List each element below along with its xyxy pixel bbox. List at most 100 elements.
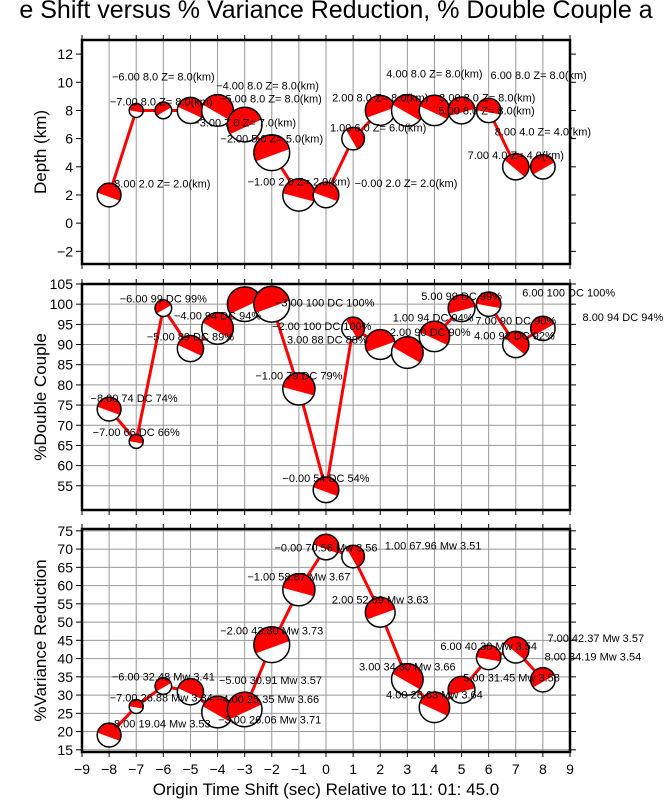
beachball-compression <box>365 329 396 357</box>
beachball-outline <box>418 691 451 724</box>
beachball-marker <box>418 691 451 724</box>
y-tick-label: 4 <box>65 159 73 175</box>
beachball-compression <box>530 154 556 179</box>
beachball-outline <box>128 102 144 119</box>
beachball-marker <box>529 666 556 693</box>
beachball-marker <box>96 182 122 208</box>
x-tick-label: −2 <box>264 761 280 777</box>
beachball-marker <box>128 102 144 119</box>
x-tick-label: 9 <box>566 761 574 777</box>
x-axis-label: Origin Time Shift (sec) Relative to 11: … <box>153 780 499 799</box>
beachball-compression <box>97 397 122 419</box>
beachball-marker <box>341 544 366 569</box>
beachball-outline <box>447 96 476 125</box>
beachball-marker <box>154 299 173 318</box>
beachball-compression <box>155 299 172 317</box>
beachball-outline <box>364 596 396 628</box>
beachball-compression <box>365 597 396 625</box>
beachball-outline <box>96 396 122 422</box>
beachball-compression <box>476 291 501 311</box>
beachball-marker <box>501 330 530 359</box>
data-label: 8.00 34.19 Mw 3.54 <box>545 651 642 663</box>
beachball-marker <box>364 596 396 628</box>
beachball-compression <box>391 94 424 127</box>
beachball-marker <box>201 93 235 127</box>
beachball-compression <box>313 182 339 206</box>
beachball-outline <box>253 285 291 323</box>
y-tick-label: 105 <box>50 276 74 292</box>
y-tick-label: 65 <box>57 559 73 575</box>
x-tick-label: −8 <box>101 761 117 777</box>
beachball-marker <box>96 396 122 422</box>
x-tick-label: 8 <box>539 761 547 777</box>
data-label: 6.00 40.30 Mw 3.54 <box>440 641 537 653</box>
data-label: 5.00 31.45 Mw 3.58 <box>463 673 560 685</box>
beachball-outline <box>475 291 502 318</box>
beachball-marker <box>201 695 235 729</box>
y-tick-label: 15 <box>57 742 73 758</box>
data-label: −5.00 89 DC 89% <box>147 332 234 344</box>
beachball-compression <box>448 294 475 318</box>
beachball-compression <box>177 97 204 124</box>
y-tick-label: 12 <box>57 46 73 62</box>
data-label: −4.00 8.0 Z= 8.0(km) <box>216 80 319 92</box>
beachball-compression <box>502 153 529 180</box>
data-label: −3.00 100 DC 100% <box>275 297 375 309</box>
y-tick-label: −2 <box>57 243 73 259</box>
y-tick-label: 75 <box>57 397 73 413</box>
beachball-compression <box>476 645 501 664</box>
beachball-outline <box>341 316 366 341</box>
beachball-marker <box>418 320 451 353</box>
beachball-outline <box>201 93 235 127</box>
beachball-marker <box>253 626 291 664</box>
data-label: −4.00 25.35 Mw 3.66 <box>216 694 319 706</box>
beachball-outline <box>529 315 556 342</box>
beachball-outline <box>475 644 502 671</box>
y-tick-label: 35 <box>57 669 73 685</box>
data-label: −1.00 79 DC 79% <box>255 371 342 383</box>
data-label: −7.00 66 DC 66% <box>93 427 180 439</box>
x-tick-label: −6 <box>155 761 171 777</box>
beachball-compression <box>97 723 122 745</box>
data-label: 6.00 8.0 Z= 8.0(km) <box>491 70 587 82</box>
y-tick-label: 20 <box>57 724 73 740</box>
data-label: 2.00 8.0 Z= 8.0(km) <box>332 93 428 105</box>
beachball-marker <box>96 722 122 748</box>
data-label: −6.00 99 DC 99% <box>120 293 207 305</box>
beachball-outline <box>282 372 316 406</box>
y-tick-label: 65 <box>57 437 73 453</box>
beachball-compression <box>313 534 339 558</box>
data-label: −5.00 8.0 Z= 8.0(km) <box>219 94 322 106</box>
y-tick-label: 50 <box>57 614 73 630</box>
beachball-compression <box>341 127 365 150</box>
data-label: 6.00 100 DC 100% <box>522 288 615 300</box>
y-tick-label: 70 <box>57 417 73 433</box>
beachball-marker <box>176 677 205 706</box>
beachball-outline <box>529 666 556 693</box>
y-axis-label: %Variance Reduction <box>31 559 50 721</box>
data-label: −6.00 32.48 Mw 3.41 <box>112 671 215 683</box>
x-tick-label: 7 <box>512 761 520 777</box>
y-tick-label: 90 <box>57 337 73 353</box>
x-tick-label: 4 <box>431 761 439 777</box>
x-tick-label: −7 <box>128 761 144 777</box>
beachball-compression <box>282 372 315 400</box>
x-tick-label: 6 <box>485 761 493 777</box>
beachball-compression <box>97 183 122 205</box>
beachball-marker <box>447 675 476 704</box>
x-tick-label: −1 <box>291 761 307 777</box>
y-tick-label: 95 <box>57 316 73 332</box>
y-tick-label: 40 <box>57 651 73 667</box>
data-label: −4.00 94 DC 94% <box>174 310 261 322</box>
beachball-marker <box>390 336 424 370</box>
beachball-compression <box>253 626 290 660</box>
y-tick-label: 8 <box>65 102 73 118</box>
data-label: 5.00 8.0 Z= 8.0(km) <box>438 105 534 117</box>
beachball-compression <box>227 107 262 142</box>
beachball-outline <box>128 433 144 450</box>
beachball-outline <box>154 299 173 318</box>
data-label: −7.00 26.88 Mw 3.34 <box>110 692 213 704</box>
beachball-marker <box>529 153 556 180</box>
beachball-outline <box>128 698 144 715</box>
